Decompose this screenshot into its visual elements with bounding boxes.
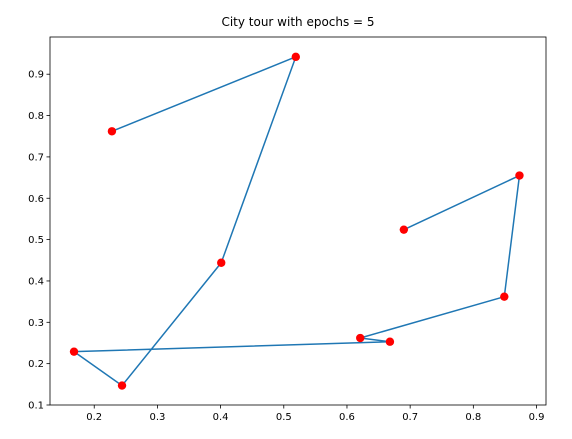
plot-frame [49, 36, 547, 406]
city-point [515, 171, 524, 180]
city-point [500, 292, 509, 301]
y-tick-label: 0.4 [28, 276, 44, 287]
x-tick-label: 0.8 [465, 412, 481, 423]
x-tick-label: 0.5 [276, 412, 292, 423]
x-tick-label: 0.4 [213, 412, 229, 423]
city-point [69, 347, 79, 356]
city-point [399, 225, 409, 234]
x-tick-label: 0.9 [529, 412, 545, 423]
city-point [107, 127, 117, 136]
y-tick-label: 0.5 [28, 235, 44, 246]
x-tick-label: 0.7 [402, 412, 418, 423]
y-tick-label: 0.1 [28, 401, 44, 412]
axes-layer: 0.2 0.3 0.4 0.5 0.6 0.7 0.8 0.9 0.1 0.2 0.3 0.4 0.5 0… [28, 70, 544, 423]
chart-title: City tour with epochs = 5 [221, 15, 374, 29]
city-point [217, 258, 226, 267]
city-point [356, 333, 365, 343]
city-point [117, 381, 127, 390]
tour-layer [73, 56, 521, 387]
y-tick-label: 0.9 [28, 70, 44, 81]
city-point [385, 337, 395, 346]
y-tick-label: 0.7 [28, 152, 44, 163]
y-tick-label: 0.6 [28, 194, 44, 205]
x-tick-label: 0.6 [339, 412, 355, 423]
x-tick-label: 0.3 [149, 412, 165, 423]
y-tick-label: 0.3 [28, 318, 44, 329]
points-layer [69, 52, 524, 390]
tour-line [73, 56, 521, 387]
city-point [291, 52, 300, 62]
x-tick-label: 0.2 [86, 412, 102, 423]
y-tick-label: 0.8 [28, 111, 44, 122]
y-tick-label: 0.2 [28, 359, 44, 370]
